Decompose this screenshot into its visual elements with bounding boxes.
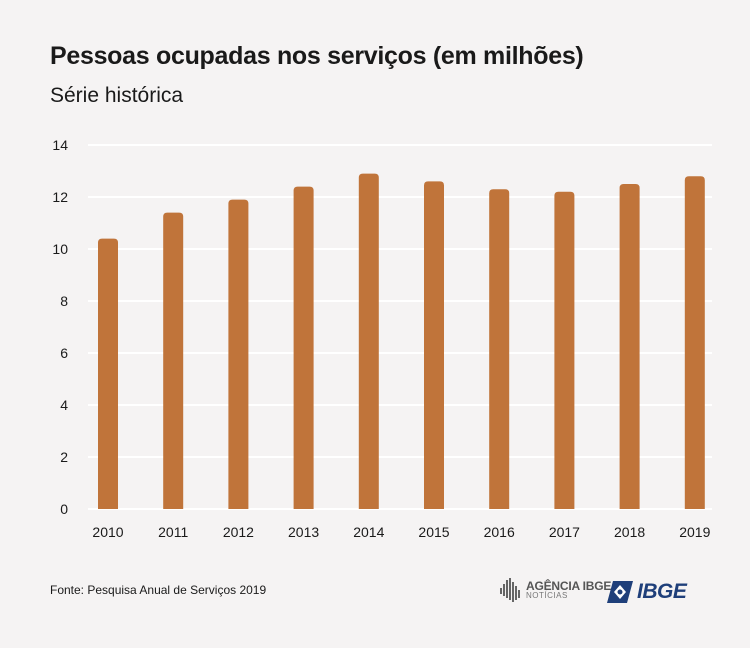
x-tick-label-2017: 2017 (549, 524, 580, 540)
source-note: Fonte: Pesquisa Anual de Serviços 2019 (50, 583, 267, 597)
y-tick-label: 0 (60, 501, 68, 517)
ibge-emblem-icon (607, 581, 633, 603)
x-tick-label-2015: 2015 (418, 524, 449, 540)
agencia-ibge-line2: NOTÍCIAS (526, 591, 568, 600)
x-tick-label-2011: 2011 (158, 524, 188, 540)
gridlines (88, 144, 712, 510)
y-tick-label: 12 (52, 189, 68, 205)
bar-2013 (293, 186, 314, 509)
chart-title: Pessoas ocupadas nos serviços (em milhõe… (50, 42, 584, 70)
y-axis-ticks: 0 2 4 6 8 10 12 14 (52, 137, 68, 517)
y-tick-label: 2 (60, 449, 68, 465)
x-tick-label-2012: 2012 (223, 524, 254, 540)
bar-2010 (98, 238, 118, 509)
y-tick-label: 14 (52, 137, 68, 153)
bar-2011 (163, 212, 184, 509)
bar-2019 (684, 176, 705, 509)
x-tick-label-2014: 2014 (353, 524, 384, 540)
bar-2014 (358, 173, 379, 509)
bar-2012 (228, 199, 249, 509)
x-tick-label-2016: 2016 (484, 524, 515, 540)
x-tick-label-2018: 2018 (614, 524, 645, 540)
x-tick-label-2019: 2019 (679, 524, 710, 540)
y-tick-label: 4 (60, 397, 68, 413)
ibge-logo: IBGE (607, 580, 687, 604)
x-axis-ticks: 2010 2011 2012 2013 2014 2015 2016 2017 2018 2019 (92, 524, 710, 540)
bars (98, 173, 705, 510)
bar-2016 (489, 189, 510, 509)
x-tick-label-2013: 2013 (288, 524, 319, 540)
agencia-ibge-icon (500, 578, 520, 602)
y-tick-label: 6 (60, 345, 68, 361)
bar-2017 (554, 191, 575, 510)
bar-2018 (619, 184, 640, 509)
y-tick-label: 10 (52, 241, 68, 257)
agencia-ibge-line1: AGÊNCIA IBGE (526, 579, 612, 593)
y-tick-label: 8 (60, 293, 68, 309)
agencia-ibge-logo: AGÊNCIA IBGE NOTÍCIAS (500, 578, 611, 602)
chart-subtitle: Série histórica (50, 84, 184, 107)
x-tick-label-2010: 2010 (92, 524, 123, 540)
bar-2015 (424, 181, 444, 509)
ibge-logo-text: IBGE (637, 580, 687, 603)
